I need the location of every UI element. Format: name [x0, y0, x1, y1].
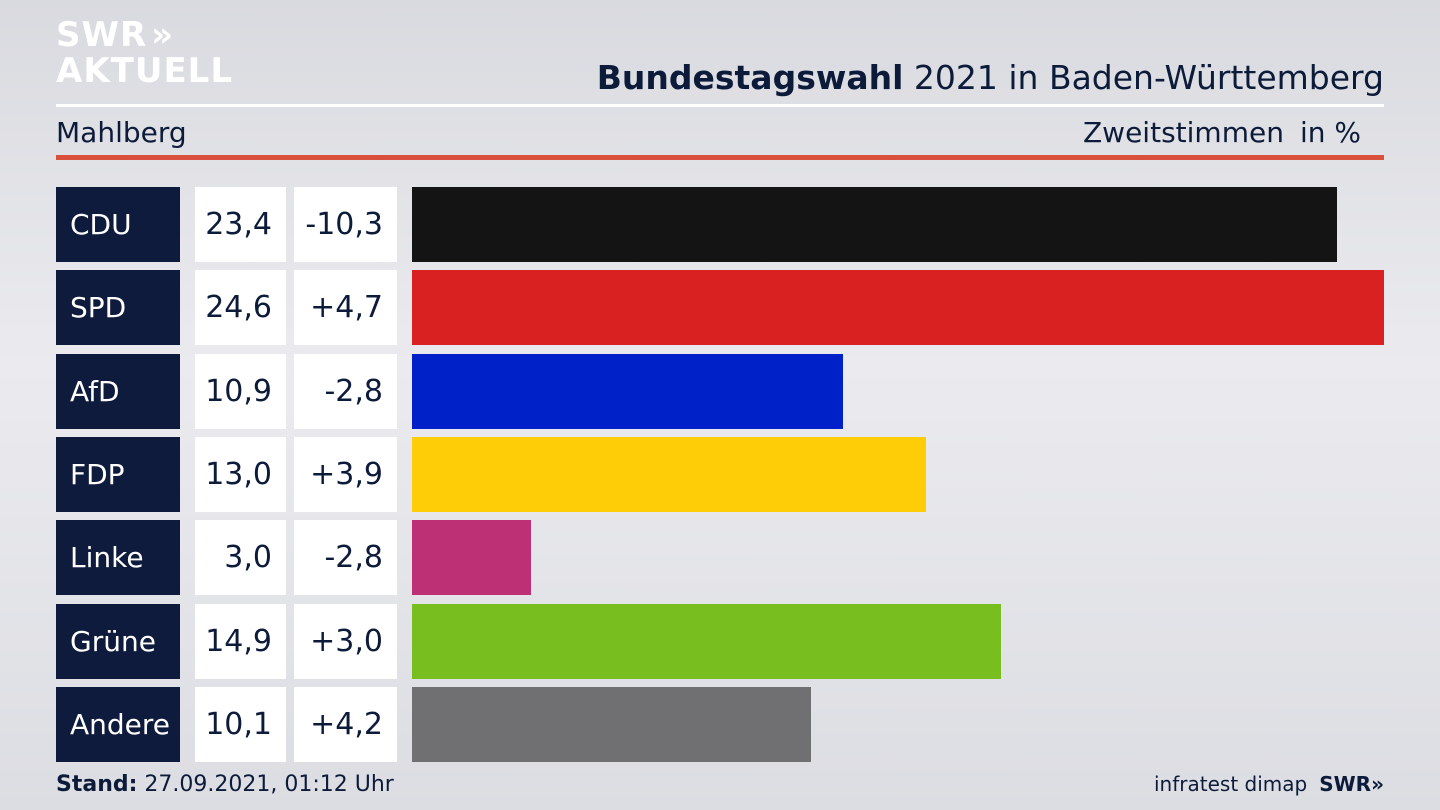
party-label: AfD [56, 353, 180, 429]
footer-credits: infratest dimap SWR» [1154, 772, 1384, 796]
party-label: CDU [56, 187, 180, 262]
logo-arrows-icon: » [151, 15, 173, 55]
bar-row: AfD 10,9 -2,8 [0, 353, 1440, 429]
bar [412, 520, 531, 596]
diff-label: +4,7 [294, 270, 397, 346]
diff-label: -2,8 [294, 353, 397, 429]
value-label: 10,9 [195, 353, 286, 429]
bar-row: Linke 3,0 -2,8 [0, 520, 1440, 596]
value-label: 3,0 [195, 520, 286, 596]
bar-row: SPD 24,6 +4,7 [0, 270, 1440, 346]
vote-type-label: Zweitstimmen [1083, 116, 1284, 149]
party-label: Andere [56, 686, 180, 762]
party-label: Grüne [56, 603, 180, 679]
bar-row: FDP 13,0 +3,9 [0, 436, 1440, 512]
bar [412, 603, 1001, 679]
chart-title: Bundestagswahl 2021 in Baden-Württemberg [597, 58, 1384, 97]
chart-title-rest: 2021 in Baden-Württemberg [903, 58, 1384, 97]
diff-label: -2,8 [294, 520, 397, 596]
bar [412, 686, 811, 762]
logo-swr-text: SWR [56, 15, 148, 55]
diff-label: +3,0 [294, 603, 397, 679]
bar [412, 436, 926, 512]
timestamp-value: 27.09.2021, 01:12 Uhr [137, 772, 394, 797]
logo-aktuell-text: AKTUELL [56, 51, 234, 91]
party-label: Linke [56, 520, 180, 596]
source-label: infratest dimap [1154, 772, 1308, 796]
value-label: 14,9 [195, 603, 286, 679]
diff-label: +3,9 [294, 436, 397, 512]
value-label: 13,0 [195, 436, 286, 512]
bar-row: Andere 10,1 +4,2 [0, 686, 1440, 762]
diff-label: +4,2 [294, 686, 397, 762]
timestamp: Stand: 27.09.2021, 01:12 Uhr [56, 772, 394, 797]
bar [412, 270, 1384, 346]
swr-footer-logo: SWR» [1319, 772, 1384, 796]
bar-row: Grüne 14,9 +3,0 [0, 603, 1440, 679]
diff-label: -10,3 [294, 187, 397, 262]
chart-title-bold: Bundestagswahl [596, 58, 904, 97]
bar [412, 187, 1337, 262]
value-label: 10,1 [195, 686, 286, 762]
header-divider [56, 104, 1384, 107]
unit-label: in % [1300, 116, 1362, 149]
region-label: Mahlberg [56, 116, 187, 149]
value-label: 23,4 [195, 187, 286, 262]
party-label: FDP [56, 436, 180, 512]
party-label: SPD [56, 270, 180, 346]
bar [412, 353, 843, 429]
swr-aktuell-logo: SWR » AKTUELL [56, 18, 233, 88]
timestamp-label: Stand: [56, 772, 138, 797]
accent-divider [56, 155, 1384, 160]
bar-row: CDU 23,4 -10,3 [0, 187, 1440, 262]
value-label: 24,6 [195, 270, 286, 346]
